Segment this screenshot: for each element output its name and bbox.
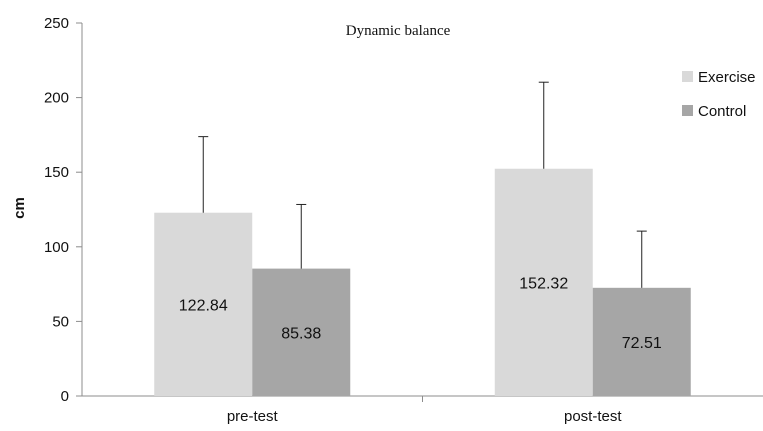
y-tick-label: 250 [44, 15, 69, 32]
error-bars [198, 81, 647, 288]
bar-exercise-post-test [494, 168, 593, 396]
y-tick-label: 150 [44, 164, 69, 181]
data-labels: 122.84 85.38 152.32 72.51 [179, 275, 662, 352]
y-tick-label: 50 [52, 313, 69, 330]
data-label: 85.38 [281, 325, 321, 342]
data-label: 72.51 [622, 335, 662, 352]
x-category-label: pre-test [227, 408, 279, 425]
legend: Exercise Control [682, 69, 756, 120]
y-axis-label: cm [11, 197, 28, 219]
y-tick-label: 0 [61, 388, 69, 405]
data-label: 122.84 [179, 297, 228, 314]
bar-exercise-pre-test [154, 212, 253, 396]
bars [154, 168, 691, 396]
bar-control-post-test [592, 287, 691, 396]
legend-label-exercise: Exercise [698, 69, 756, 86]
chart-title: Dynamic balance [346, 23, 451, 39]
legend-swatch-control [682, 105, 693, 116]
legend-label-control: Control [698, 103, 746, 120]
y-tick-label: 100 [44, 239, 69, 256]
x-category-label: post-test [564, 408, 622, 425]
legend-swatch-exercise [682, 71, 693, 82]
data-label: 152.32 [519, 275, 568, 292]
x-category-labels: pre-test post-test [227, 408, 623, 425]
y-tick-label: 200 [44, 90, 69, 107]
bar-control-pre-test [252, 268, 351, 396]
